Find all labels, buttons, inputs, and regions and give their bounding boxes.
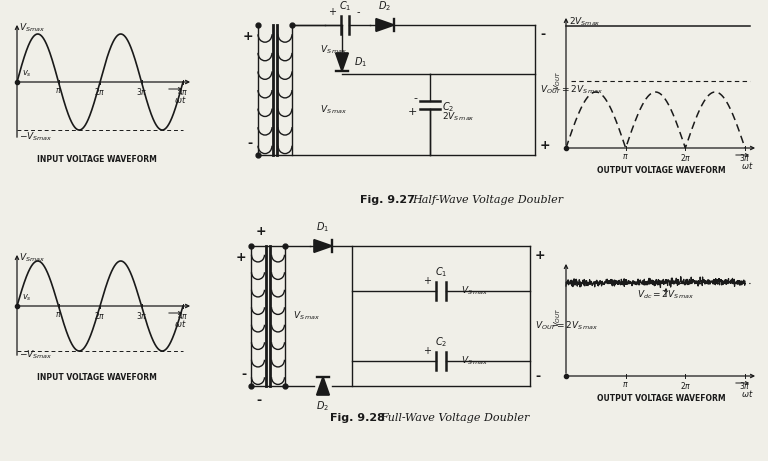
Text: $\omega t$: $\omega t$ [174,94,187,105]
Text: $2V_{Smax}$: $2V_{Smax}$ [569,15,601,28]
Text: $C_1$: $C_1$ [339,0,351,13]
Text: $2\pi$: $2\pi$ [94,310,106,321]
Text: $C_2$: $C_2$ [442,100,455,114]
Text: $\pi$: $\pi$ [55,310,62,319]
Text: $4\pi$: $4\pi$ [177,86,189,97]
Text: +: + [408,107,417,117]
Text: $V_{OUT}=2V_{S\,max}$: $V_{OUT}=2V_{S\,max}$ [540,84,604,96]
Text: $C_2$: $C_2$ [435,335,447,349]
Text: -: - [241,368,246,381]
Text: $V_{S\,max}$: $V_{S\,max}$ [320,44,347,56]
Text: $V_{S\,max}$: $V_{S\,max}$ [320,104,347,116]
Text: -: - [540,28,545,41]
Text: $\omega t$: $\omega t$ [740,388,753,399]
Text: $V_{S\,max}$: $V_{S\,max}$ [461,285,488,297]
Text: $v_{OUT}$: $v_{OUT}$ [552,70,563,90]
Text: $\pi$: $\pi$ [622,380,629,389]
Polygon shape [376,19,394,31]
Text: $2V_{S\,max}$: $2V_{S\,max}$ [442,110,475,123]
Text: OUTPUT VOLTAGE WAVEFORM: OUTPUT VOLTAGE WAVEFORM [598,394,726,403]
Text: $V_{OUT}=2V_{S\,max}$: $V_{OUT}=2V_{S\,max}$ [535,320,598,332]
Text: $\omega t$: $\omega t$ [174,318,187,329]
Text: $-V_{Smax}$: $-V_{Smax}$ [19,349,52,361]
Text: +: + [423,346,431,356]
Text: +: + [243,30,253,43]
Text: +: + [328,7,336,17]
Text: -: - [413,93,417,103]
Text: $V_{dc}=2V_{S\,max}$: $V_{dc}=2V_{S\,max}$ [637,289,695,301]
Text: $\pi$: $\pi$ [55,86,62,95]
Text: INPUT VOLTAGE WAVEFORM: INPUT VOLTAGE WAVEFORM [37,155,157,164]
Text: $\pi$: $\pi$ [622,152,629,161]
Text: $\omega t$: $\omega t$ [740,160,753,171]
Text: $C_1$: $C_1$ [435,265,447,279]
Polygon shape [316,377,329,395]
Text: $V_{S\,max}$: $V_{S\,max}$ [461,355,488,367]
Text: OUTPUT VOLTAGE WAVEFORM: OUTPUT VOLTAGE WAVEFORM [598,166,726,175]
Text: +: + [540,139,551,152]
Text: Fig. 9.28: Fig. 9.28 [330,413,385,423]
Text: $v_{OUT}$: $v_{OUT}$ [552,307,563,327]
Text: -: - [356,7,359,17]
Text: $V_{S\,max}$: $V_{S\,max}$ [293,310,320,322]
Text: $D_1$: $D_1$ [354,55,367,69]
Text: $4\pi$: $4\pi$ [177,310,189,321]
Text: +: + [423,276,431,286]
Text: +: + [535,249,545,262]
Text: $V_{Smax}$: $V_{Smax}$ [19,21,45,34]
Text: $3\pi$: $3\pi$ [136,86,147,97]
Text: Fig. 9.27: Fig. 9.27 [360,195,415,205]
Polygon shape [314,240,332,252]
Text: $v_s$: $v_s$ [22,292,32,303]
Text: $3\pi$: $3\pi$ [740,152,751,163]
Text: Half-Wave Voltage Doubler: Half-Wave Voltage Doubler [412,195,563,205]
Text: -: - [248,137,253,150]
Text: $V_{Smax}$: $V_{Smax}$ [19,251,45,264]
Text: $D_2$: $D_2$ [379,0,392,13]
Text: -: - [256,394,261,407]
Text: $D_1$: $D_1$ [316,220,329,234]
Text: $2\pi$: $2\pi$ [680,152,691,163]
Text: $3\pi$: $3\pi$ [740,380,751,391]
Text: +: + [256,225,266,238]
Text: $2\pi$: $2\pi$ [94,86,106,97]
Text: Full-Wave Voltage Doubler: Full-Wave Voltage Doubler [380,413,529,423]
Text: $D_2$: $D_2$ [316,399,329,413]
Polygon shape [336,53,349,71]
Text: INPUT VOLTAGE WAVEFORM: INPUT VOLTAGE WAVEFORM [37,373,157,382]
Text: -: - [535,370,540,383]
Text: $3\pi$: $3\pi$ [136,310,147,321]
Text: $v_s$: $v_s$ [22,69,32,79]
Text: $2\pi$: $2\pi$ [680,380,691,391]
Text: $-V_{Smax}$: $-V_{Smax}$ [19,130,52,143]
Text: +: + [235,251,246,264]
